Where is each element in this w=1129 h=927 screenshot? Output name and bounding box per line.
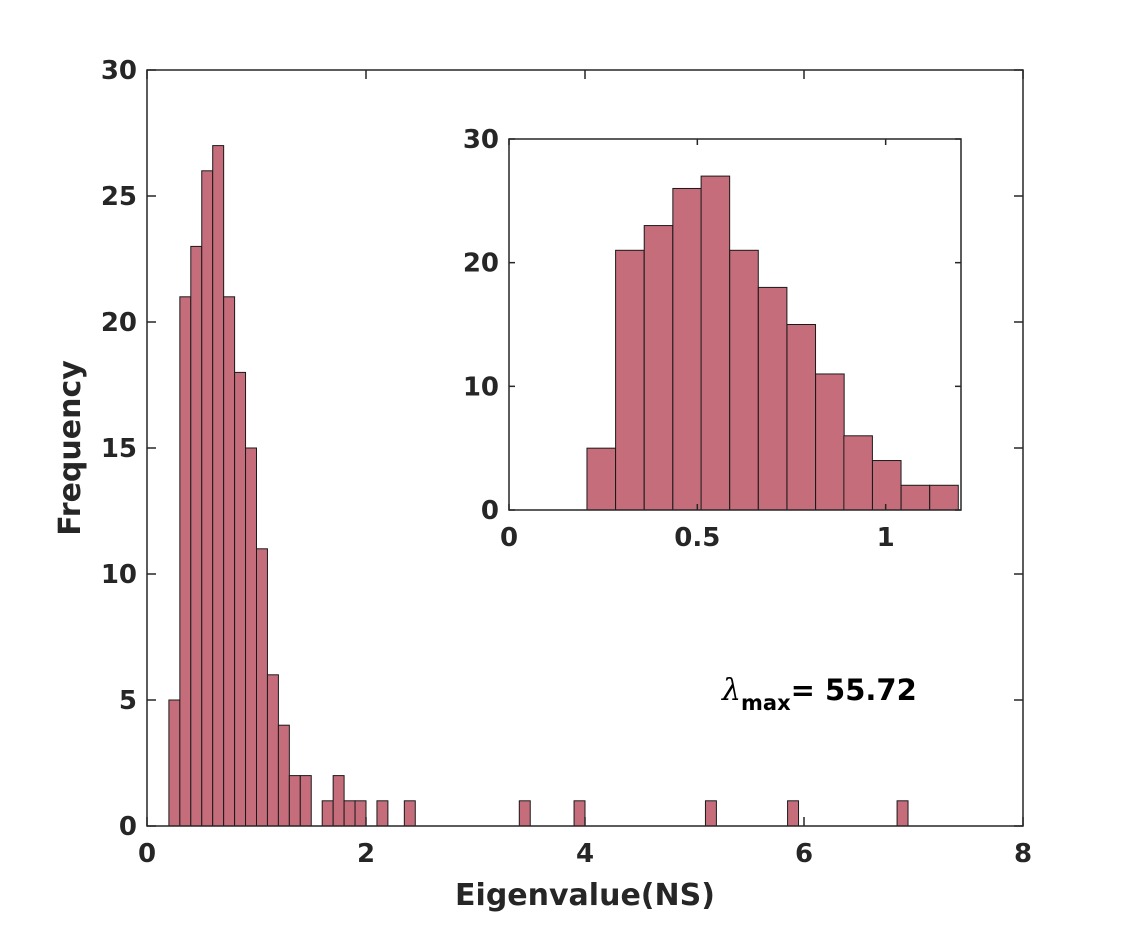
main-y-tick-label: 25 [101, 182, 137, 212]
x-axis-label: Eigenvalue(NS) [455, 878, 715, 913]
inset-bar [900, 484, 931, 511]
inset-bar [615, 249, 645, 511]
lambda-value: = 55.72 [791, 673, 917, 707]
inset-y-tick-label: 20 [463, 249, 499, 279]
inset-bar [871, 460, 902, 511]
main-y-tick-label: 20 [101, 308, 137, 338]
main-bar [179, 296, 192, 827]
main-bar [190, 245, 203, 827]
main-bar [343, 800, 356, 827]
main-bar [299, 775, 312, 827]
main-bar [168, 699, 181, 827]
y-axis-label: Frequency [53, 360, 88, 536]
inset-axes-frame [508, 138, 962, 511]
main-x-tick-label: 2 [357, 839, 375, 869]
main-y-tick-label: 0 [119, 812, 137, 842]
main-y-tick-label: 5 [119, 686, 137, 716]
main-x-tick-label: 8 [1014, 839, 1032, 869]
inset-bar [786, 324, 817, 511]
inset-bar [586, 447, 617, 511]
main-y-tick-label: 15 [101, 434, 137, 464]
main-bar [354, 800, 367, 827]
lambda-symbol: λ [721, 673, 741, 708]
inset-bar [815, 373, 845, 511]
inset-x-tick-labels: 0 0.5 1 [500, 523, 895, 553]
main-bar [256, 548, 268, 827]
main-bar [896, 800, 909, 827]
lambda-max-annotation: λmax= 55.72 [721, 673, 917, 715]
main-y-tick-labels: 0 5 10 15 20 25 30 [101, 56, 137, 842]
inset-bar [929, 484, 959, 511]
main-bar [288, 775, 301, 827]
inset-y-tick-label: 0 [481, 496, 499, 526]
inset-bar [729, 249, 759, 511]
main-bar [704, 800, 717, 827]
inset-bar [700, 175, 731, 511]
inset-bar [757, 286, 788, 511]
main-bar [277, 724, 290, 827]
inset-x-tick-label: 0.5 [674, 523, 720, 553]
main-bar [201, 170, 214, 827]
main-bar [573, 800, 586, 827]
inset-y-tick-label: 30 [463, 125, 499, 155]
main-bar [223, 296, 236, 827]
main-bar [787, 800, 800, 827]
main-bar [212, 145, 225, 827]
inset-y-tick-label: 10 [463, 372, 499, 402]
main-x-tick-label: 4 [576, 839, 594, 869]
inset-bar [643, 225, 674, 511]
main-y-tick-label: 30 [101, 56, 137, 86]
main-x-tick-label: 0 [138, 839, 156, 869]
inset-x-tick-label: 0 [500, 523, 518, 553]
inset-bar [843, 435, 873, 511]
lambda-subscript: max [741, 691, 791, 715]
main-bar [321, 800, 334, 827]
main-bar [332, 775, 345, 827]
main-bar [234, 371, 247, 827]
main-bar [266, 674, 279, 827]
main-x-tick-labels: 0 2 4 6 8 [138, 839, 1032, 869]
main-x-tick-label: 6 [795, 839, 813, 869]
main-ticks [146, 69, 1024, 827]
inset-y-tick-labels: 0 10 20 30 [463, 125, 499, 526]
inset-ticks [508, 138, 961, 511]
inset-x-tick-label: 1 [877, 523, 895, 553]
main-bar [245, 447, 258, 827]
inset-bar [672, 187, 702, 511]
main-bar [518, 800, 531, 827]
main-bar [376, 800, 389, 827]
main-y-tick-label: 10 [101, 560, 137, 590]
main-bar [403, 800, 416, 827]
